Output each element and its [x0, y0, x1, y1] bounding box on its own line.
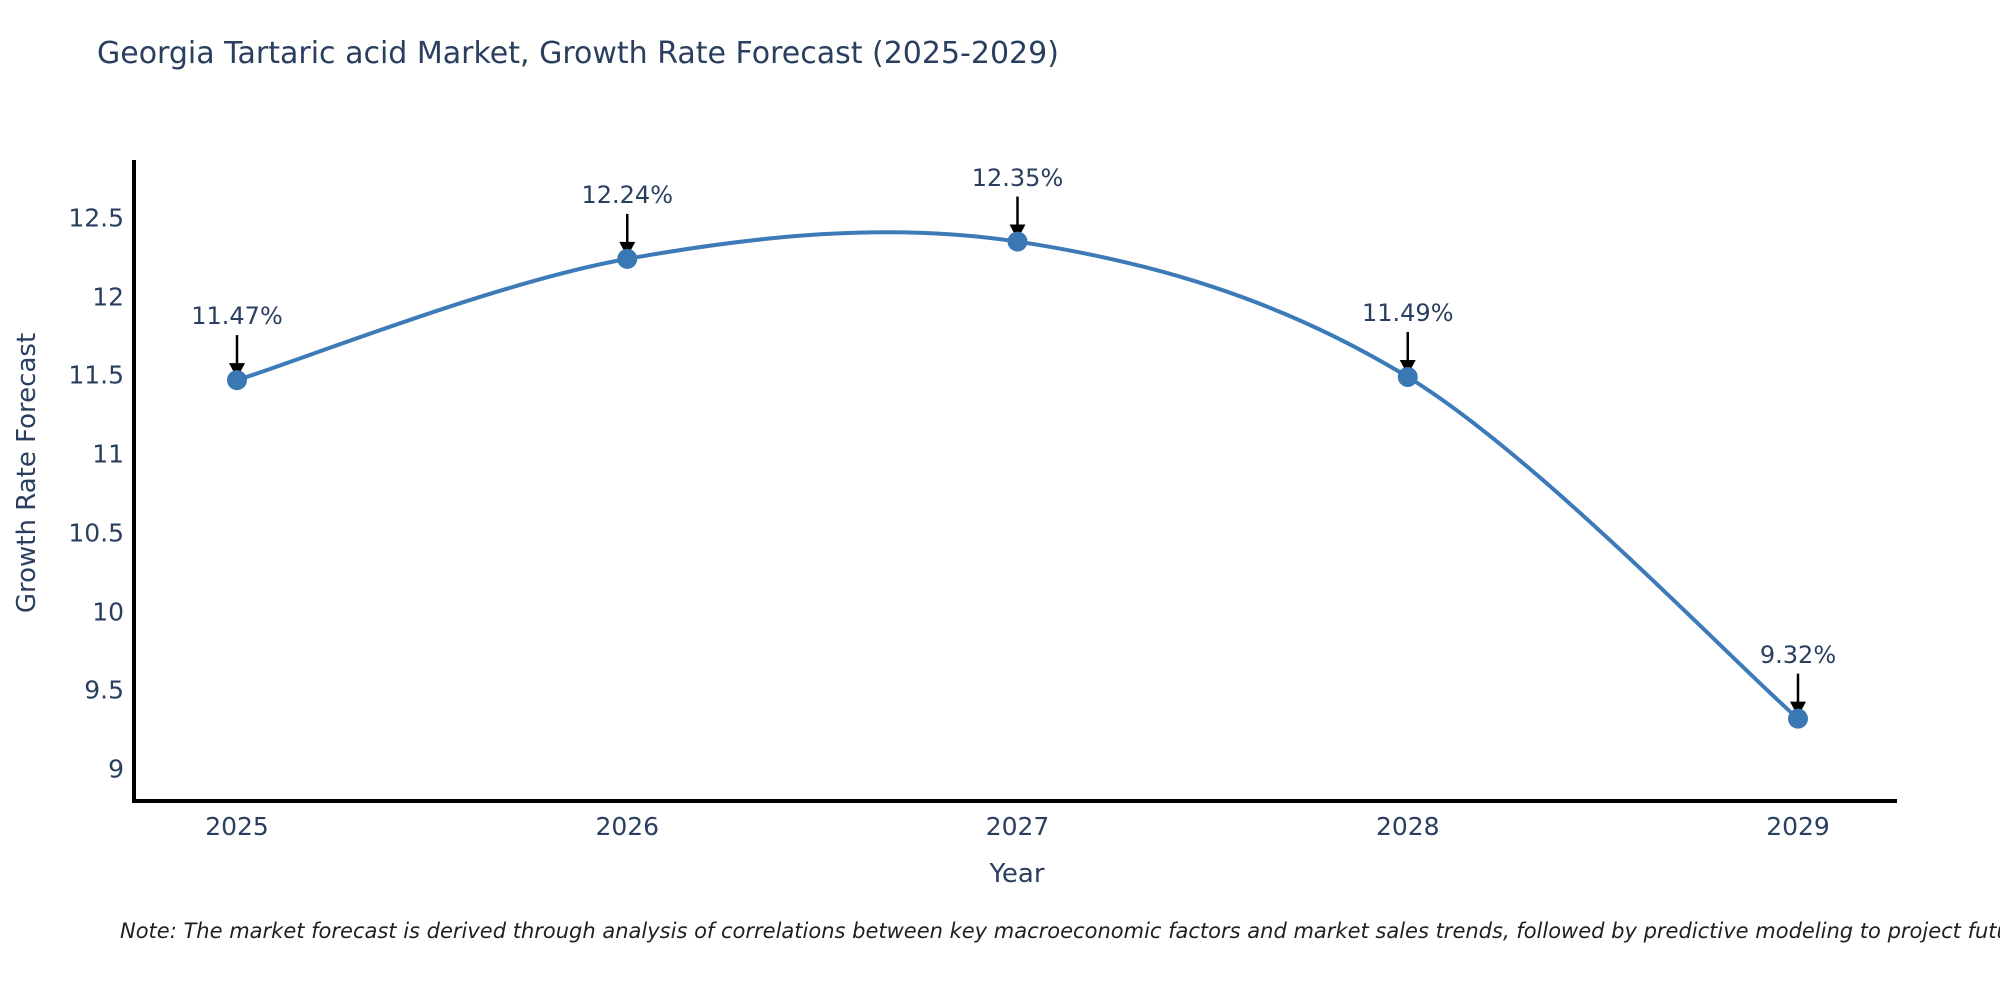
- data-point-marker: [227, 370, 247, 391]
- point-value-label: 12.35%: [971, 163, 1064, 192]
- data-point-marker: [617, 248, 638, 269]
- point-value-label: 9.32%: [1759, 640, 1837, 669]
- point-value-label: 12.24%: [581, 180, 674, 209]
- series-line: [235, 230, 1800, 721]
- data-point-marker: [1397, 366, 1418, 387]
- y-tick-label: 12.5: [68, 203, 124, 233]
- x-tick-label: 2028: [1375, 812, 1440, 841]
- x-tick-label: 2027: [985, 812, 1050, 841]
- y-tick-label: 9.5: [84, 675, 124, 705]
- chart-title: Georgia Tartaric acid Market, Growth Rat…: [97, 36, 1059, 71]
- y-tick-label: 10: [92, 597, 124, 627]
- y-tick-label: 10.5: [68, 518, 124, 548]
- y-tick-label: 9: [108, 754, 124, 784]
- y-tick-label: 12: [92, 282, 124, 312]
- point-value-label: 11.47%: [191, 302, 283, 331]
- y-tick-label: 11: [92, 439, 124, 469]
- data-point-marker: [1007, 231, 1028, 252]
- point-value-label: 11.49%: [1361, 298, 1454, 327]
- data-point-marker: [1788, 708, 1808, 729]
- x-tick-label: 2026: [595, 812, 660, 841]
- footnote: Note: The market forecast is derived thr…: [120, 919, 2000, 943]
- x-tick-label: 2025: [205, 812, 269, 841]
- y-tick-label: 11.5: [68, 360, 124, 390]
- x-axis-title: Year: [989, 859, 1045, 889]
- x-tick-label: 2029: [1766, 812, 1830, 841]
